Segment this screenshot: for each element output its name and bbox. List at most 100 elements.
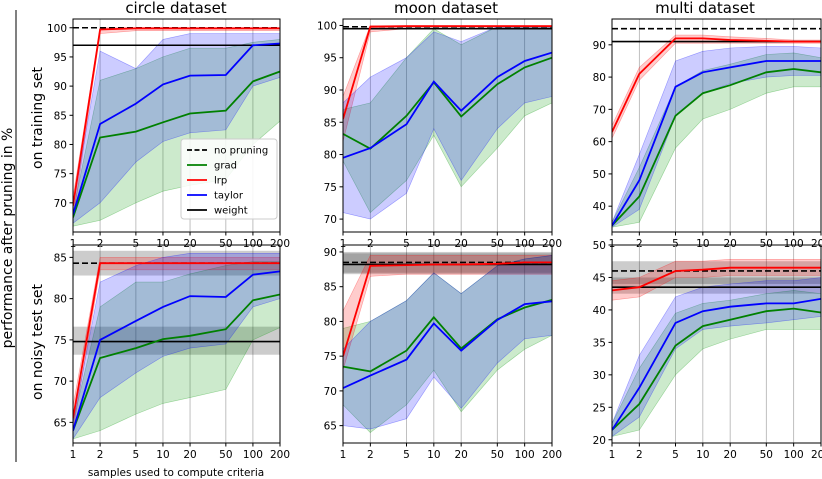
- plot-area: [612, 245, 821, 443]
- x-tick-label: 10: [427, 238, 440, 250]
- y-tick-label: 85: [54, 252, 67, 264]
- y-tick-label: 40: [593, 201, 606, 213]
- taylor-line: [73, 42, 280, 215]
- x-tick-label: 2: [367, 449, 374, 461]
- y-tick-label: 95: [54, 52, 67, 64]
- x-tick-label: 5: [133, 238, 140, 250]
- y-tick-label: 80: [593, 72, 606, 84]
- y-tick-label: 80: [324, 316, 337, 328]
- lrp-line: [73, 27, 280, 206]
- x-tick-label: 1: [340, 238, 347, 250]
- lrp-line: [612, 266, 821, 292]
- x-tick-label: 10: [696, 449, 709, 461]
- y-tick-label: 75: [324, 182, 337, 194]
- col-title-multi: multi dataset: [655, 0, 755, 17]
- x-tick-label: 100: [243, 449, 263, 461]
- x-tick-label: 5: [403, 238, 410, 250]
- main-y-label-group: performance after pruning in % on traini…: [0, 10, 46, 462]
- y-tick-label: 90: [324, 247, 337, 259]
- taylor-band: [343, 26, 552, 220]
- x-tick-label: 20: [183, 449, 196, 461]
- y-tick-label: 85: [324, 117, 337, 129]
- x-tick-label: 2: [97, 238, 104, 250]
- y-tick-label: 30: [593, 370, 606, 382]
- x-tick-label: 50: [219, 238, 232, 250]
- x-tick-label: 200: [542, 449, 562, 461]
- x-tick-label: 100: [784, 449, 804, 461]
- panel-frame: [342, 18, 553, 233]
- x-tick-label: 1: [609, 449, 616, 461]
- y-tick-label: 50: [593, 240, 606, 252]
- row-label-train: on training set: [30, 67, 46, 169]
- panel-1: 1 2 5 10 20 50 100 200 70 75 80 85 90 95 100: [47, 18, 290, 250]
- x-tick-label: 50: [760, 238, 773, 250]
- lrp-band: [73, 257, 280, 431]
- legend-label: lrp: [214, 176, 227, 187]
- panel-frame: [72, 18, 281, 233]
- taylor-band: [612, 46, 821, 228]
- x-tick-label: 200: [270, 449, 290, 461]
- y-tick-label: 70: [593, 104, 606, 116]
- y-tick-label: 75: [54, 335, 67, 347]
- y-tick-label: 80: [54, 294, 67, 306]
- plot-area: [343, 245, 552, 443]
- y-tick-label: 60: [593, 137, 606, 149]
- main-y-label: performance after pruning in %: [0, 128, 16, 349]
- x-tick-label: 10: [156, 449, 169, 461]
- legend-label: taylor: [214, 191, 244, 202]
- grad-line: [73, 293, 280, 431]
- legend-label: grad: [214, 161, 237, 172]
- x-tick-label: 10: [696, 238, 709, 250]
- x-tick-label: 100: [784, 238, 804, 250]
- taylor-band: [343, 255, 552, 430]
- y-tick-label: 100: [47, 23, 67, 35]
- x-tick-label: 1: [70, 449, 77, 461]
- x-tick-label: 2: [97, 449, 104, 461]
- x-tick-label: 20: [723, 449, 736, 461]
- y-tick-label: 75: [54, 169, 67, 181]
- x-tick-label: 1: [609, 238, 616, 250]
- x-tick-label: 2: [636, 238, 643, 250]
- y-tick-label: 70: [324, 386, 337, 398]
- plot-area: [73, 19, 280, 232]
- plot-area: [612, 19, 821, 232]
- x-tick-label: 200: [811, 238, 822, 250]
- y-tick-label: 65: [54, 417, 67, 429]
- taylor-band: [73, 33, 280, 224]
- lrp-line: [73, 262, 280, 419]
- x-tick-label: 20: [183, 238, 196, 250]
- taylor-line: [73, 270, 280, 431]
- plot-area: [73, 245, 280, 443]
- row-label-test: on noisy test set: [30, 284, 46, 400]
- lrp-line: [343, 25, 552, 120]
- x-tick-label: 200: [542, 238, 562, 250]
- grad-line: [343, 299, 552, 373]
- lrp-line: [612, 37, 821, 133]
- plot-area: [343, 19, 552, 232]
- taylor-line: [612, 60, 821, 226]
- y-tick-label: 90: [324, 85, 337, 97]
- lrp-line: [343, 261, 552, 357]
- y-tick-label: 50: [593, 169, 606, 181]
- x-tick-label: 1: [340, 449, 347, 461]
- x-tick-label: 2: [367, 238, 374, 250]
- taylor-line: [343, 51, 552, 159]
- x-tick-label: 2: [636, 449, 643, 461]
- grad-line: [612, 307, 821, 431]
- panel-2: 1 2 5 10 20 50 100 200 70 75 80 85 90 95 100: [317, 18, 562, 250]
- y-tick-label: 95: [324, 53, 337, 65]
- col-title-circle: circle dataset: [125, 0, 226, 17]
- y-tick-label: 45: [593, 272, 606, 284]
- y-tick-label: 40: [593, 305, 606, 317]
- x-tick-label: 50: [760, 449, 773, 461]
- y-tick-label: 70: [54, 376, 67, 388]
- taylor-band: [612, 277, 821, 437]
- y-tick-label: 75: [324, 351, 337, 363]
- x-tick-label: 50: [219, 449, 232, 461]
- taylor-band: [73, 253, 280, 440]
- taylor-line: [612, 298, 821, 431]
- y-tick-label: 35: [593, 337, 606, 349]
- x-tick-label: 20: [454, 449, 467, 461]
- panel-6: 12510205010020020253035404550: [593, 240, 822, 461]
- x-tick-label: 50: [491, 449, 504, 461]
